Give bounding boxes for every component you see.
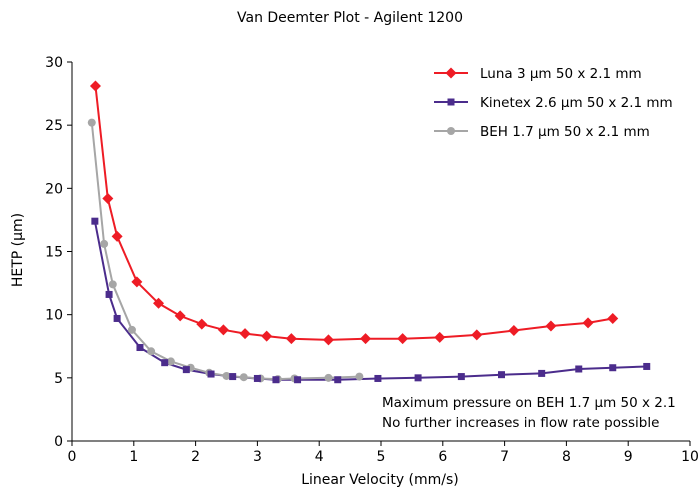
series-0-point <box>434 331 446 343</box>
legend-marker-1 <box>447 98 455 106</box>
series-1-point <box>414 374 422 382</box>
series-2-point <box>239 373 248 382</box>
series-0-point <box>607 312 619 324</box>
series-0-point <box>131 276 143 288</box>
series-1-point <box>229 373 237 381</box>
series-1-point <box>207 370 215 378</box>
series-0-point <box>508 324 520 336</box>
legend: Luna 3 µm 50 x 2.1 mm Kinetex 2.6 µm 50 x… <box>434 66 673 140</box>
series-0-point <box>545 320 557 332</box>
series-0-point <box>322 334 334 346</box>
series-0-point <box>360 333 372 345</box>
legend-marker-2 <box>447 127 455 135</box>
legend-label-2: BEH 1.7 µm 50 x 2.1 mm <box>480 124 650 140</box>
series-1-point <box>161 359 169 367</box>
annotation-no-flow-increase: No further increases in flow rate possib… <box>382 415 660 431</box>
series-0-point <box>397 333 409 345</box>
series-0-point <box>174 310 186 322</box>
y-tick-label: 25 <box>45 118 63 134</box>
series-1-point <box>136 344 144 352</box>
series-2-line <box>90 122 360 381</box>
series-1-point <box>575 365 583 373</box>
x-tick-label: 8 <box>562 449 571 465</box>
y-tick-label: 5 <box>54 371 63 387</box>
series-0-point <box>102 192 114 204</box>
series-markers <box>87 80 651 384</box>
series-1-line <box>93 221 647 381</box>
x-tick-label: 5 <box>377 449 386 465</box>
x-tick-label: 3 <box>253 449 262 465</box>
series-0-point <box>217 324 229 336</box>
y-axis-label: HETP (µm) <box>10 212 26 288</box>
x-tick-label: 6 <box>438 449 447 465</box>
x-tick-label: 0 <box>68 449 77 465</box>
chart-title: Van Deemter Plot - Agilent 1200 <box>237 10 463 26</box>
series-0-point <box>285 333 297 345</box>
series-1-point <box>538 369 546 377</box>
series-1-point <box>182 366 190 374</box>
legend-label-1: Kinetex 2.6 µm 50 x 2.1 mm <box>480 95 673 111</box>
series-0-line <box>94 85 613 341</box>
series-2-point <box>100 239 109 248</box>
series-2-point <box>108 280 117 289</box>
x-tick-label: 9 <box>624 449 633 465</box>
series-0-point <box>582 317 594 329</box>
series-1-point <box>272 376 280 384</box>
series-1-point <box>643 362 651 370</box>
series-1-point <box>457 373 465 381</box>
series-2-point <box>147 347 156 356</box>
x-tick-label: 4 <box>315 449 324 465</box>
series-1-point <box>113 314 121 322</box>
y-tick-label: 0 <box>54 434 63 450</box>
series-2-point <box>355 372 364 381</box>
x-tick-label: 1 <box>129 449 138 465</box>
plot-axes: 0 1 2 3 4 5 6 7 8 9 10 0 5 10 15 20 25 30 <box>45 55 699 465</box>
series-2-point <box>324 373 333 382</box>
series-2-point <box>127 325 136 334</box>
series-0-point <box>89 80 101 92</box>
x-tick-label: 10 <box>681 449 699 465</box>
legend-marker-0 <box>445 67 457 79</box>
series-0-point <box>261 330 273 342</box>
y-tick-label: 30 <box>45 55 63 71</box>
series-1-point <box>253 374 261 382</box>
series-1-point <box>498 371 506 379</box>
x-axis-label: Linear Velocity (mm/s) <box>301 472 459 488</box>
annotation-max-pressure: Maximum pressure on BEH 1.7 µm 50 x 2.1 <box>382 395 676 411</box>
series-1-point <box>105 290 113 298</box>
series-2-point <box>87 118 96 127</box>
x-tick-label: 2 <box>191 449 200 465</box>
series-1-point <box>374 374 382 382</box>
series-2-point <box>222 371 231 380</box>
y-tick-label: 10 <box>45 308 63 324</box>
series-0-point <box>239 328 251 340</box>
series-1-point <box>91 217 99 225</box>
series-1-point <box>334 376 342 384</box>
series-1-point <box>294 376 302 384</box>
series-2-point <box>166 357 175 366</box>
series-0-point <box>153 297 165 309</box>
series-0-point <box>196 318 208 330</box>
legend-label-0: Luna 3 µm 50 x 2.1 mm <box>480 66 642 82</box>
series-0-point <box>471 329 483 341</box>
y-tick-label: 15 <box>45 245 63 261</box>
series-1-point <box>609 364 617 372</box>
x-tick-label: 7 <box>500 449 509 465</box>
y-tick-label: 20 <box>45 181 63 197</box>
series-0-point <box>111 230 123 242</box>
